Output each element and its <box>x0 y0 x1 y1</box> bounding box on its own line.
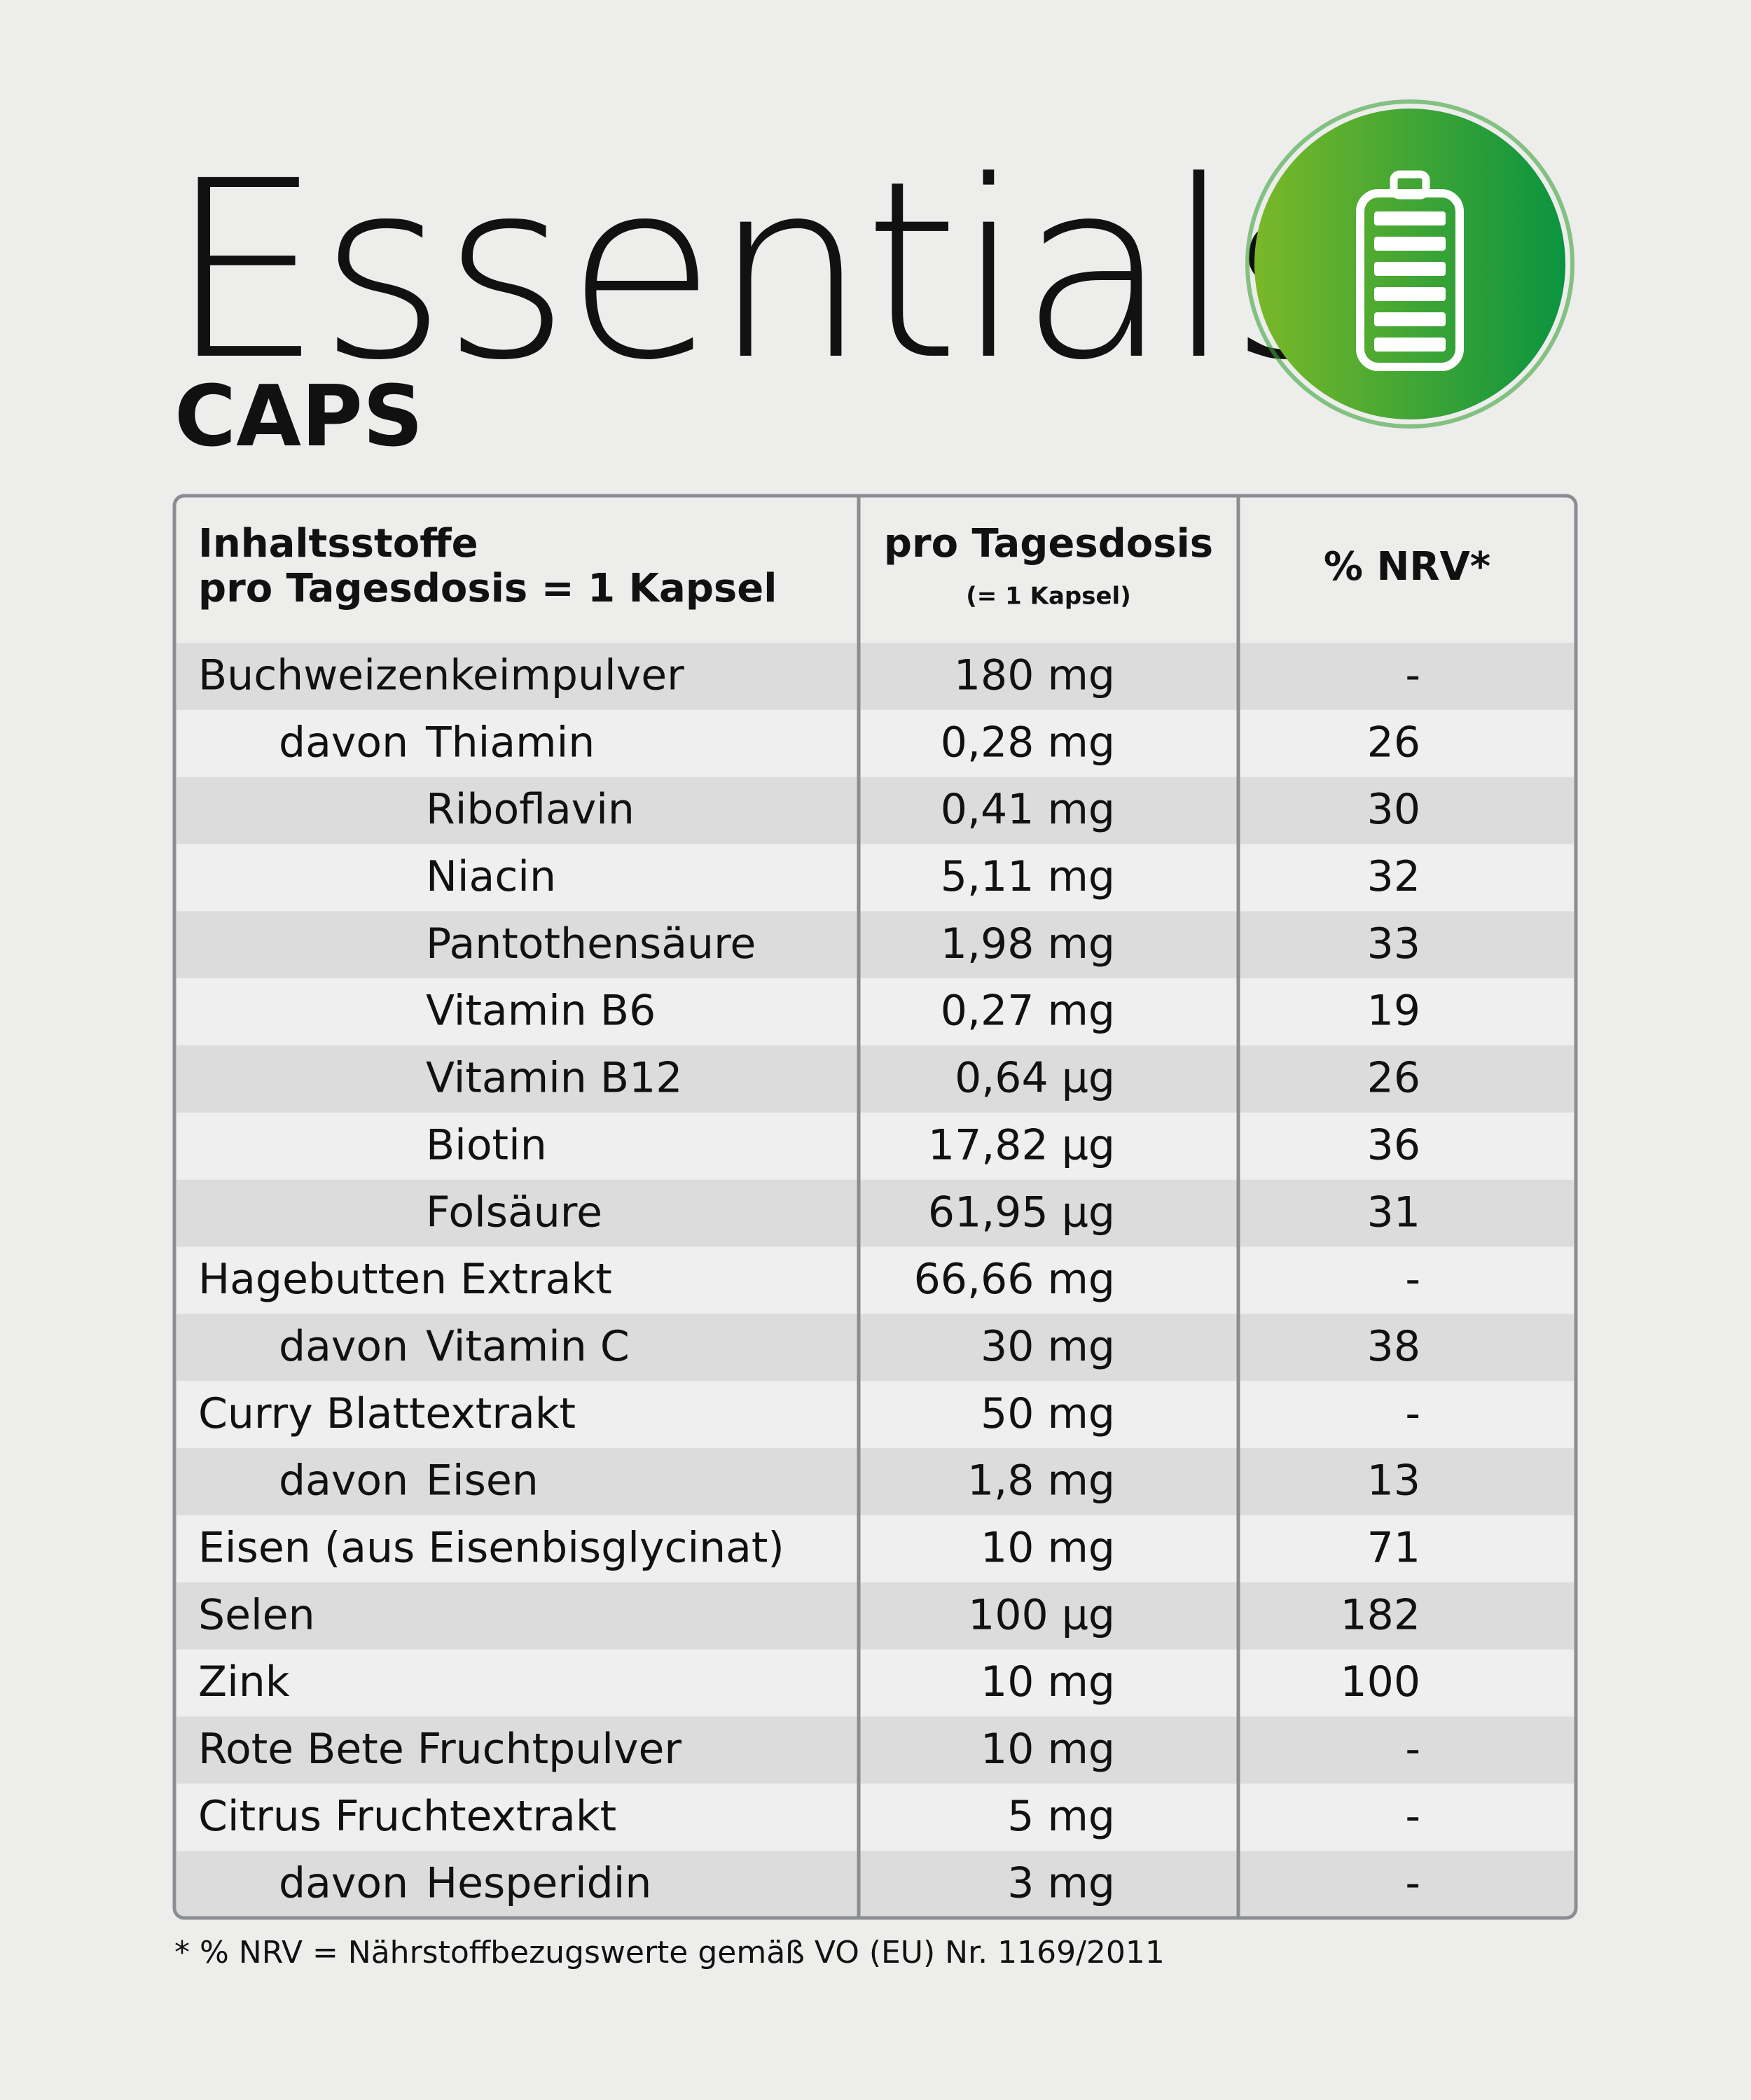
nrv: - <box>1405 1389 1420 1438</box>
nrv: 33 <box>1367 919 1420 968</box>
row-background <box>177 643 1574 710</box>
nrv: 38 <box>1367 1322 1420 1371</box>
table-border <box>172 494 1578 1920</box>
nrv: - <box>1405 651 1420 700</box>
nrv: 36 <box>1367 1120 1420 1169</box>
nrv: 31 <box>1367 1188 1420 1237</box>
amount: 100 µg <box>968 1590 1115 1639</box>
amount: 66,66 mg <box>914 1255 1115 1304</box>
row-background <box>177 1851 1574 1918</box>
amount: 30 mg <box>981 1322 1115 1371</box>
nrv: - <box>1405 1255 1420 1304</box>
row-background <box>177 1045 1574 1113</box>
ingredient: Citrus Fruchtextrakt <box>198 1792 616 1841</box>
row-background <box>177 978 1574 1046</box>
nrv: 26 <box>1367 1054 1420 1103</box>
nrv: 30 <box>1367 785 1420 834</box>
amount: 5,11 mg <box>941 852 1115 901</box>
row-background <box>177 1448 1574 1515</box>
amount: 3 mg <box>1007 1859 1115 1908</box>
row-background <box>177 1179 1574 1247</box>
amount: 10 mg <box>981 1657 1115 1706</box>
row-background <box>177 1112 1574 1180</box>
nrv: - <box>1405 1725 1420 1774</box>
ingredient: Hagebutten Extrakt <box>198 1255 612 1304</box>
title: Essentials <box>168 128 1353 414</box>
row-background <box>177 777 1574 844</box>
amount: 1,98 mg <box>941 919 1115 968</box>
row-background <box>177 1783 1574 1851</box>
ingredient: Rote Bete Fruchtpulver <box>198 1725 681 1774</box>
column-header: % NRV* <box>1324 544 1490 590</box>
nrv: 32 <box>1367 852 1420 901</box>
ingredient: Thiamin <box>425 718 595 767</box>
row-background <box>177 1246 1574 1314</box>
row-background <box>177 1582 1574 1650</box>
row-background <box>177 1314 1574 1382</box>
amount: 180 mg <box>954 651 1115 700</box>
ingredient: Eisen <box>426 1456 539 1506</box>
ingredient: Vitamin B12 <box>426 1054 682 1103</box>
footnote: * % NRV = Nährstoffbezugswerte gemäß VO … <box>174 1935 1165 1970</box>
amount: 1,8 mg <box>967 1456 1115 1506</box>
row-background <box>177 1515 1574 1583</box>
amount: 50 mg <box>981 1389 1115 1438</box>
nrv: 19 <box>1367 987 1420 1036</box>
column-header: pro Tagesdosis = 1 Kapsel <box>198 566 777 611</box>
column-header: pro Tagesdosis <box>884 521 1213 566</box>
ingredient: Vitamin C <box>426 1322 630 1371</box>
amount: 10 mg <box>981 1523 1115 1572</box>
nrv: 13 <box>1367 1456 1420 1506</box>
row-background <box>177 1649 1574 1717</box>
table-body: Buchweizenkeimpulver 180 mg - davon Thiamin 0… <box>177 643 1574 1918</box>
ingredient: Zink <box>198 1657 290 1706</box>
amount: 0,41 mg <box>941 785 1115 834</box>
ingredient: Eisen (aus Eisenbisglycinat) <box>198 1523 784 1572</box>
prefix: davon <box>279 718 408 767</box>
amount: 0,64 µg <box>955 1054 1115 1103</box>
amount: 17,82 µg <box>928 1120 1115 1169</box>
row-background <box>177 844 1574 912</box>
row-background <box>177 709 1574 777</box>
nrv: 26 <box>1367 718 1420 767</box>
amount: 10 mg <box>981 1725 1115 1774</box>
ingredient: Biotin <box>426 1120 547 1169</box>
amount: 0,28 mg <box>941 718 1115 767</box>
ingredient: Curry Blattextrakt <box>198 1389 576 1438</box>
prefix: davon <box>279 1456 408 1506</box>
nrv: 71 <box>1367 1523 1420 1572</box>
nrv: 182 <box>1340 1590 1420 1639</box>
ingredient: Pantothensäure <box>426 919 756 968</box>
ingredient: Niacin <box>426 852 556 901</box>
amount: 5 mg <box>1007 1792 1115 1841</box>
column-header: Inhaltsstoffe <box>198 521 478 566</box>
ingredient: Riboflavin <box>426 785 635 834</box>
amount: 61,95 µg <box>928 1188 1115 1237</box>
nrv: 100 <box>1340 1657 1420 1706</box>
subtitle: CAPS <box>174 368 423 466</box>
row-background <box>177 1381 1574 1449</box>
logo <box>1245 99 1574 429</box>
ingredient: Buchweizenkeimpulver <box>198 651 684 700</box>
row-background <box>177 911 1574 979</box>
nrv: - <box>1405 1792 1420 1841</box>
ingredient: Vitamin B6 <box>426 987 656 1036</box>
nrv: - <box>1405 1859 1420 1908</box>
ingredient: Selen <box>198 1590 315 1639</box>
column-note: (= 1 Kapsel) <box>966 583 1130 611</box>
prefix: davon <box>279 1322 408 1371</box>
amount: 0,27 mg <box>941 987 1115 1036</box>
row-background <box>177 1716 1574 1784</box>
ingredient: Hesperidin <box>426 1859 651 1908</box>
ingredient: Folsäure <box>426 1188 602 1237</box>
prefix: davon <box>279 1859 408 1908</box>
